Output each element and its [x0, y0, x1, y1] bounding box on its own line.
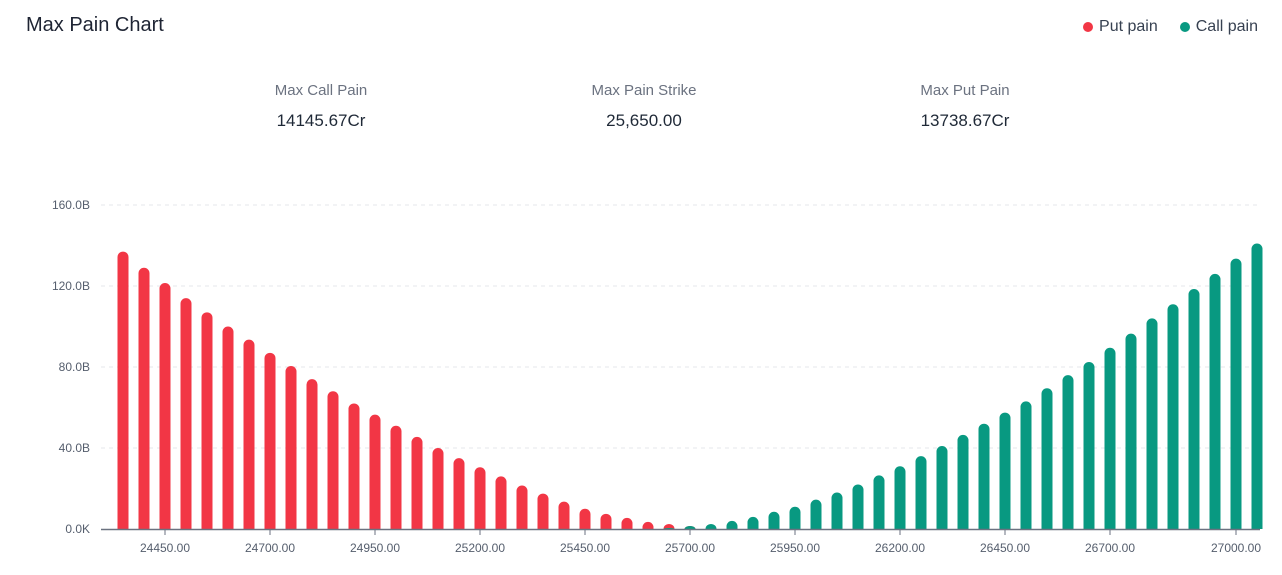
- put-pain-bar[interactable]: [453, 458, 465, 529]
- put-pain-bar[interactable]: [285, 365, 297, 529]
- y-tick-label: 0.0K: [65, 522, 90, 536]
- call-pain-dot-icon: [1179, 22, 1190, 32]
- call-pain-bar[interactable]: [768, 511, 780, 529]
- x-tick-label: 24950.00: [350, 541, 400, 555]
- put-pain-bar[interactable]: [243, 339, 255, 529]
- put-pain-bar[interactable]: [159, 282, 171, 529]
- x-tick-label: 25200.00: [455, 541, 505, 555]
- chart-legend: Put pain Call pain: [1083, 18, 1258, 36]
- call-pain-bar[interactable]: [915, 456, 927, 529]
- stat-label: Max Pain Strike: [591, 82, 697, 99]
- call-pain-bar[interactable]: [1083, 361, 1095, 529]
- put-pain-bar[interactable]: [390, 425, 402, 529]
- call-pain-bar[interactable]: [663, 527, 675, 529]
- y-tick-label: 80.0B: [59, 360, 90, 374]
- call-pain-bar[interactable]: [1041, 388, 1053, 529]
- call-pain-bar[interactable]: [705, 523, 717, 529]
- call-pain-bar[interactable]: [852, 484, 864, 529]
- put-pain-bar[interactable]: [117, 251, 129, 529]
- max-pain-bar-chart: 0.0K 40.0B 80.0B 120.0B 160.0B 24450.00 24700.…: [52, 198, 1263, 555]
- put-pain-bar[interactable]: [411, 436, 423, 529]
- put-pain-bar[interactable]: [369, 414, 381, 529]
- stat-label: Max Put Pain: [920, 82, 1010, 99]
- x-tick-label: 25450.00: [560, 541, 610, 555]
- put-pain-bar[interactable]: [579, 508, 591, 529]
- put-pain-bar[interactable]: [222, 326, 234, 530]
- call-pain-bar[interactable]: [1125, 333, 1137, 529]
- x-tick-label: 24450.00: [140, 541, 190, 555]
- put-pain-dot-icon: [1083, 22, 1094, 32]
- call-pain-bar[interactable]: [810, 499, 822, 529]
- call-pain-bar[interactable]: [936, 445, 948, 529]
- x-tick-label: 26700.00: [1085, 541, 1135, 555]
- put-pain-bar[interactable]: [348, 403, 360, 529]
- put-pain-bar[interactable]: [495, 476, 507, 529]
- legend-item-call-pain[interactable]: Call pain: [1179, 18, 1258, 36]
- stat-max-call-pain: Max Call Pain 14145.67Cr: [275, 82, 368, 131]
- call-pain-bar[interactable]: [1251, 243, 1263, 529]
- call-pain-bar[interactable]: [894, 466, 906, 529]
- put-pain-bar[interactable]: [264, 352, 276, 529]
- put-pain-bar[interactable]: [663, 523, 675, 529]
- call-pain-bar[interactable]: [1146, 318, 1158, 529]
- call-pain-bar[interactable]: [1209, 273, 1221, 529]
- stat-value: 13738.67Cr: [920, 111, 1010, 130]
- put-pain-bar[interactable]: [642, 521, 654, 529]
- call-pain-bar[interactable]: [957, 434, 969, 529]
- legend-label-put-pain: Put pain: [1099, 18, 1158, 35]
- y-tick-label: 160.0B: [52, 198, 90, 212]
- put-pain-bar[interactable]: [621, 517, 633, 529]
- call-pain-bar[interactable]: [1062, 375, 1074, 529]
- call-pain-bar[interactable]: [1188, 289, 1200, 529]
- call-pain-bar[interactable]: [1167, 304, 1179, 529]
- put-pain-bar[interactable]: [201, 312, 213, 529]
- put-pain-bar[interactable]: [558, 501, 570, 529]
- put-pain-bar[interactable]: [474, 467, 486, 529]
- x-tick-label: 26200.00: [875, 541, 925, 555]
- call-pain-bar[interactable]: [1104, 347, 1116, 529]
- put-pain-bar[interactable]: [432, 448, 444, 529]
- legend-label-call-pain: Call pain: [1195, 18, 1258, 35]
- call-pain-bar[interactable]: [684, 525, 696, 529]
- y-tick-label: 120.0B: [52, 279, 90, 293]
- call-pain-bar[interactable]: [747, 516, 759, 529]
- call-pain-bar[interactable]: [831, 492, 843, 529]
- summary-stats: Max Call Pain 14145.67Cr Max Pain Strike…: [0, 82, 1282, 142]
- x-tick-label: 24700.00: [245, 541, 295, 555]
- call-pain-bar[interactable]: [1230, 258, 1242, 529]
- stat-label: Max Call Pain: [274, 82, 368, 99]
- x-tick-label: 25950.00: [770, 541, 820, 555]
- put-pain-bar[interactable]: [327, 391, 339, 529]
- stat-value: 14145.67Cr: [276, 111, 366, 130]
- stat-max-put-pain: Max Put Pain 13738.67Cr: [920, 82, 1009, 131]
- call-pain-bar[interactable]: [789, 506, 801, 529]
- legend-item-put-pain[interactable]: Put pain: [1083, 18, 1158, 36]
- put-pain-bar[interactable]: [537, 493, 549, 529]
- put-pain-bar[interactable]: [516, 485, 528, 529]
- put-pain-bar[interactable]: [138, 267, 150, 529]
- put-pain-bar[interactable]: [600, 513, 612, 529]
- y-tick-label: 40.0B: [59, 441, 90, 455]
- stat-max-pain-strike: Max Pain Strike 25,650.00: [591, 82, 696, 131]
- x-tick-label: 25700.00: [665, 541, 715, 555]
- x-tick-label: 26450.00: [980, 541, 1030, 555]
- call-pain-bar[interactable]: [726, 520, 738, 529]
- put-pain-bar[interactable]: [180, 298, 192, 529]
- x-tick-label: 27000.00: [1211, 541, 1261, 555]
- stat-value: 25,650.00: [606, 111, 682, 130]
- call-pain-bar[interactable]: [1020, 401, 1032, 529]
- page-title: Max Pain Chart: [26, 14, 164, 36]
- call-pain-bar[interactable]: [978, 423, 990, 529]
- put-pain-bar[interactable]: [306, 379, 318, 529]
- call-pain-bar[interactable]: [999, 412, 1011, 529]
- call-pain-bar[interactable]: [873, 475, 885, 529]
